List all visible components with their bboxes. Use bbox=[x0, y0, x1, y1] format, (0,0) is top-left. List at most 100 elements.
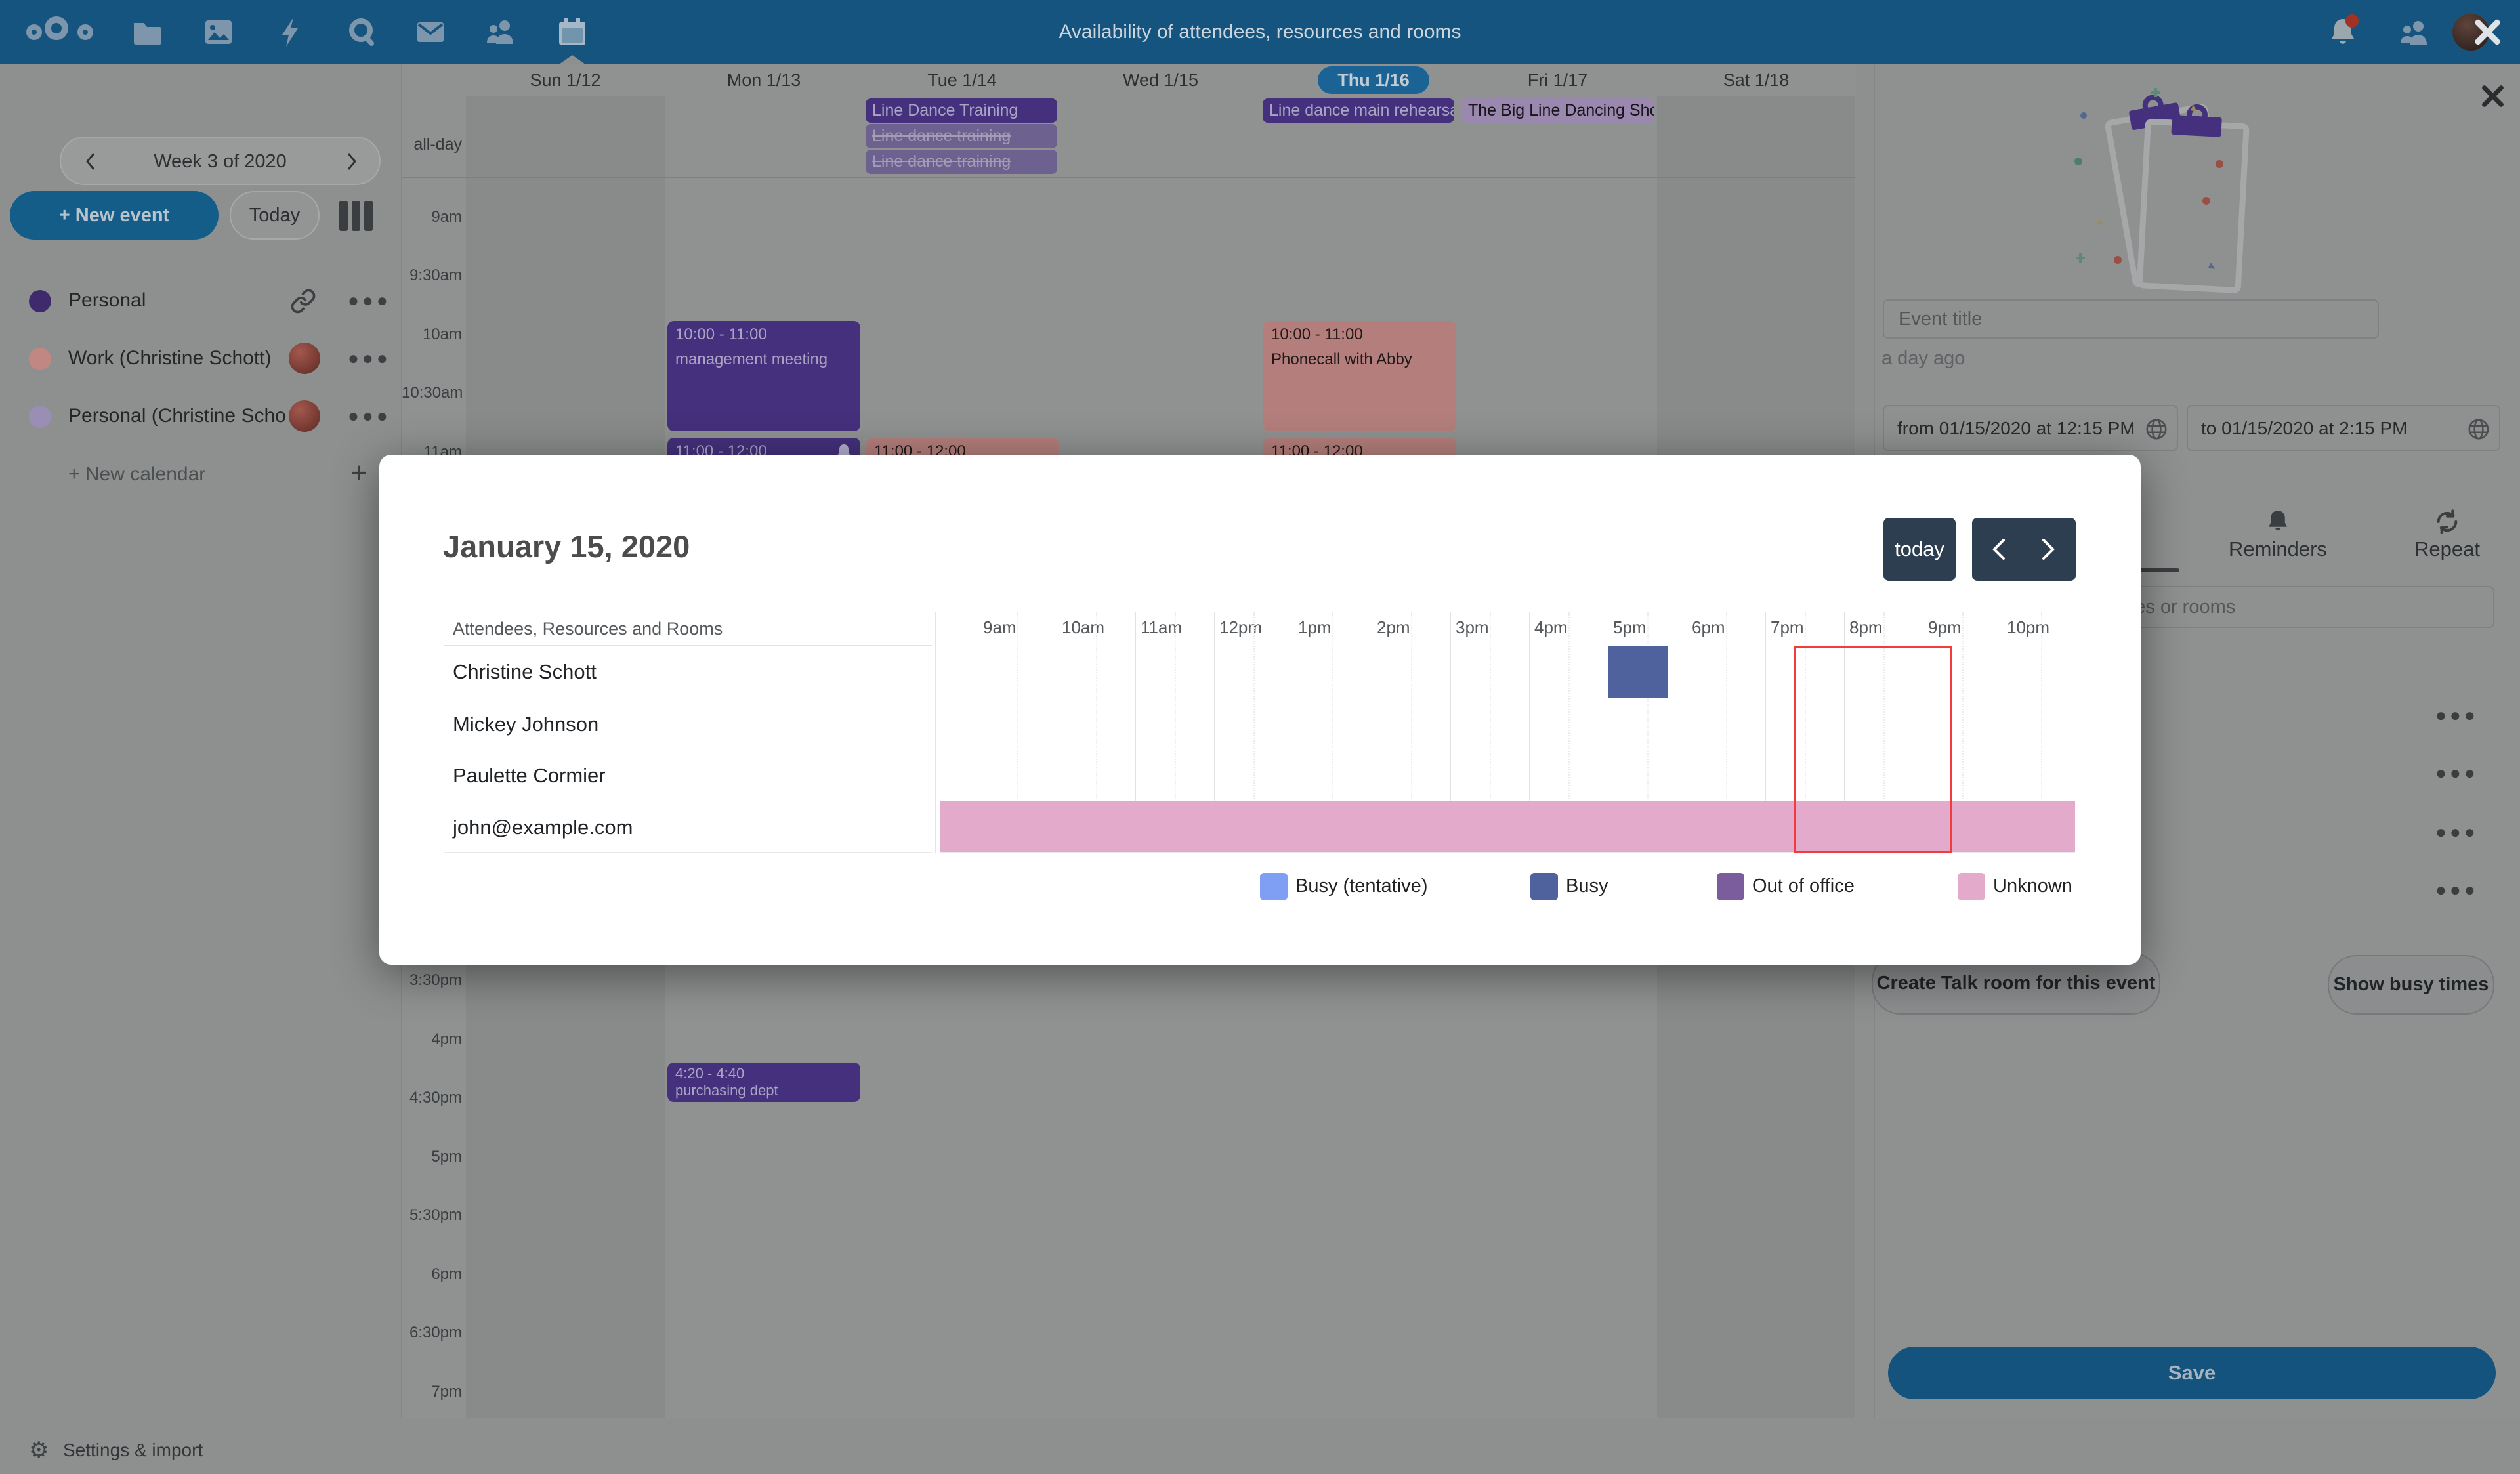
calendar-name: Personal (Christine Scho...) bbox=[68, 405, 285, 427]
table-header-attendees: Attendees, Resources and Rooms bbox=[444, 612, 932, 646]
name-column-divider bbox=[935, 612, 936, 853]
event-management-meeting[interactable]: 10:00 - 11:00 management meeting bbox=[667, 321, 860, 431]
allday-event[interactable]: The Big Line Dancing Show bbox=[1461, 98, 1654, 123]
notifications-bell-icon[interactable] bbox=[2326, 14, 2360, 50]
day-header-mon[interactable]: Mon 1/13 bbox=[726, 70, 801, 90]
calendar-list-item-personal-shared[interactable]: Personal (Christine Scho...) ●●● bbox=[0, 395, 402, 438]
logo-circle-left bbox=[26, 24, 42, 40]
event-phonecall-with-abby[interactable]: 10:00 - 11:00 Phonecall with Abby bbox=[1263, 321, 1456, 431]
modal-title: January 15, 2020 bbox=[443, 529, 690, 564]
mail-app-icon[interactable] bbox=[413, 15, 448, 49]
day-header-thu-today[interactable]: Thu 1/16 bbox=[1318, 66, 1429, 94]
half-hour-grid-line bbox=[1411, 612, 1412, 852]
top-bar: Availability of attendees, resources and… bbox=[0, 0, 2520, 64]
nextcloud-logo[interactable] bbox=[26, 16, 98, 48]
calendar-app-icon[interactable] bbox=[555, 15, 589, 49]
availability-timeline[interactable]: 9am 10am 11am 12pm 1pm 2pm 3pm 4pm 5pm 6… bbox=[940, 612, 2075, 853]
page-title: Availability of attendees, resources and… bbox=[1059, 21, 1461, 43]
hour-label: 9am bbox=[983, 618, 1017, 637]
header-contacts-icon[interactable] bbox=[2398, 16, 2432, 50]
calendar-color-dot bbox=[29, 290, 51, 312]
new-event-button[interactable]: + New event bbox=[10, 191, 219, 240]
event-title: management meeting bbox=[675, 350, 828, 368]
day-header-wed[interactable]: Wed 1/15 bbox=[1122, 70, 1199, 90]
hour-label: 10pm bbox=[2007, 618, 2050, 637]
unknown-availability-block-john bbox=[940, 801, 2075, 852]
tab-repeat[interactable]: Repeat bbox=[2375, 509, 2519, 574]
calendar-menu-button[interactable]: ●●● bbox=[348, 290, 391, 310]
half-hour-grid-line bbox=[1883, 612, 1885, 852]
attendee-menu-button[interactable]: ●●● bbox=[2435, 822, 2479, 842]
timezone-globe-icon[interactable] bbox=[2144, 417, 2169, 442]
week-switcher[interactable]: Week 3 of 2020 bbox=[60, 137, 381, 185]
attendee-row-john: john@example.com bbox=[444, 801, 932, 853]
legend-label: Busy bbox=[1566, 875, 1608, 896]
event-purchasing-dept[interactable]: 4:20 - 4:40 purchasing dept bbox=[667, 1063, 860, 1102]
attendee-menu-button[interactable]: ●●● bbox=[2435, 763, 2479, 783]
day-header-sat[interactable]: Sat 1/18 bbox=[1723, 70, 1790, 90]
activity-app-icon[interactable] bbox=[274, 15, 308, 49]
attendee-menu-button[interactable]: ●●● bbox=[2435, 705, 2479, 725]
attendee-menu-button[interactable]: ●●● bbox=[2435, 879, 2479, 900]
today-button[interactable]: Today bbox=[230, 191, 320, 240]
half-hour-grid-line bbox=[1490, 612, 1491, 852]
calendar-list-item-work[interactable]: Work (Christine Schott) ●●● bbox=[0, 337, 402, 381]
close-icon[interactable] bbox=[2477, 81, 2508, 111]
allday-event-cancelled[interactable]: Line dance training bbox=[866, 150, 1057, 174]
notification-dot bbox=[2345, 14, 2359, 28]
last-modified-label: a day ago bbox=[1881, 348, 1965, 369]
selected-timespan-outline[interactable] bbox=[1794, 646, 1952, 853]
time-label: 4:30pm bbox=[409, 1089, 462, 1106]
event-time: 4:20 - 4:40 bbox=[675, 1065, 745, 1082]
talk-app-icon[interactable] bbox=[345, 15, 379, 49]
half-hour-grid-line bbox=[1332, 612, 1334, 852]
modal-today-button[interactable]: today bbox=[1883, 518, 1956, 581]
timezone-globe-icon[interactable] bbox=[2466, 417, 2491, 442]
allday-event[interactable]: Line Dance Training bbox=[866, 98, 1057, 123]
event-title: purchasing dept bbox=[675, 1082, 778, 1099]
new-calendar-button[interactable]: + New calendar + bbox=[0, 455, 402, 495]
next-day-button[interactable] bbox=[2024, 518, 2076, 581]
plus-icon: + bbox=[350, 457, 368, 489]
tab-reminders[interactable]: Reminders bbox=[2179, 509, 2376, 574]
legend-swatch-unknown bbox=[1958, 873, 1985, 900]
settings-import-button[interactable]: ⚙ Settings & import bbox=[0, 1435, 402, 1474]
calendar-color-dot bbox=[29, 406, 51, 428]
event-time: 10:00 - 11:00 bbox=[675, 326, 767, 343]
to-datetime-button[interactable]: to 01/15/2020 at 2:15 PM bbox=[2187, 405, 2500, 451]
share-link-icon[interactable] bbox=[290, 288, 316, 318]
show-busy-times-button[interactable]: Show busy times bbox=[2328, 955, 2494, 1015]
allday-event-cancelled[interactable]: Line dance training bbox=[866, 124, 1057, 148]
view-toggle-button[interactable] bbox=[339, 201, 373, 231]
calendar-list-item-personal[interactable]: Personal ●●● bbox=[0, 280, 402, 323]
chevron-left-icon[interactable] bbox=[79, 150, 103, 179]
chevron-right-icon[interactable] bbox=[339, 150, 363, 179]
day-header-fri[interactable]: Fri 1/17 bbox=[1527, 70, 1588, 90]
files-app-icon[interactable] bbox=[131, 15, 165, 49]
photos-app-icon[interactable] bbox=[201, 15, 236, 49]
calendar-menu-button[interactable]: ●●● bbox=[348, 406, 391, 426]
contacts-app-icon[interactable] bbox=[484, 15, 518, 49]
save-button[interactable]: Save bbox=[1888, 1347, 2496, 1399]
time-label: 10am bbox=[422, 326, 462, 343]
half-hour-grid-line bbox=[1647, 612, 1648, 852]
grid-line bbox=[1450, 612, 1451, 852]
hour-label: 4pm bbox=[1534, 618, 1568, 637]
all-day-label: all-day bbox=[413, 135, 462, 154]
busy-block-christine bbox=[1608, 646, 1668, 698]
event-title-input[interactable] bbox=[1883, 299, 2379, 339]
time-label: 6pm bbox=[431, 1265, 462, 1283]
attendee-row-mickey: Mickey Johnson bbox=[444, 698, 932, 749]
calendar-menu-button[interactable]: ●●● bbox=[348, 348, 391, 368]
prev-day-button[interactable] bbox=[1972, 518, 2024, 581]
allday-event[interactable]: Line dance main rehearsal bbox=[1263, 98, 1454, 123]
allday-divider bbox=[402, 177, 1856, 178]
tab-repeat-label: Repeat bbox=[2414, 537, 2480, 560]
attendee-row-christine: Christine Schott bbox=[453, 660, 597, 683]
day-header-sun[interactable]: Sun 1/12 bbox=[530, 70, 601, 90]
grid-line bbox=[1529, 612, 1530, 852]
week-label: Week 3 of 2020 bbox=[154, 151, 287, 172]
from-datetime-button[interactable]: from 01/15/2020 at 12:15 PM bbox=[1883, 405, 2178, 451]
day-header-tue[interactable]: Tue 1/14 bbox=[927, 70, 997, 90]
clipboard-illustration bbox=[2074, 88, 2250, 293]
